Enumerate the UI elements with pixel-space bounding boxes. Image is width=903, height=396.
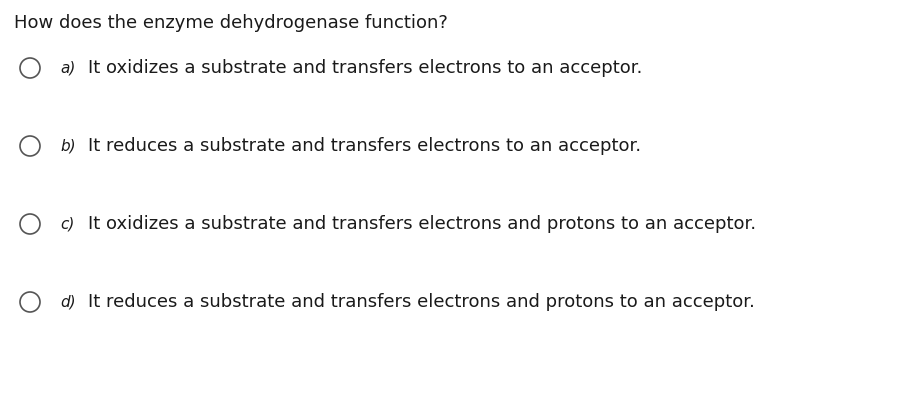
Text: It oxidizes a substrate and transfers electrons and protons to an acceptor.: It oxidizes a substrate and transfers el… xyxy=(88,215,755,233)
Text: c): c) xyxy=(60,217,74,232)
Text: It reduces a substrate and transfers electrons and protons to an acceptor.: It reduces a substrate and transfers ele… xyxy=(88,293,754,311)
Text: a): a) xyxy=(60,61,75,76)
Text: d): d) xyxy=(60,295,76,310)
Text: b): b) xyxy=(60,139,76,154)
Text: It reduces a substrate and transfers electrons to an acceptor.: It reduces a substrate and transfers ele… xyxy=(88,137,640,155)
Text: How does the enzyme dehydrogenase function?: How does the enzyme dehydrogenase functi… xyxy=(14,14,447,32)
Text: It oxidizes a substrate and transfers electrons to an acceptor.: It oxidizes a substrate and transfers el… xyxy=(88,59,642,77)
